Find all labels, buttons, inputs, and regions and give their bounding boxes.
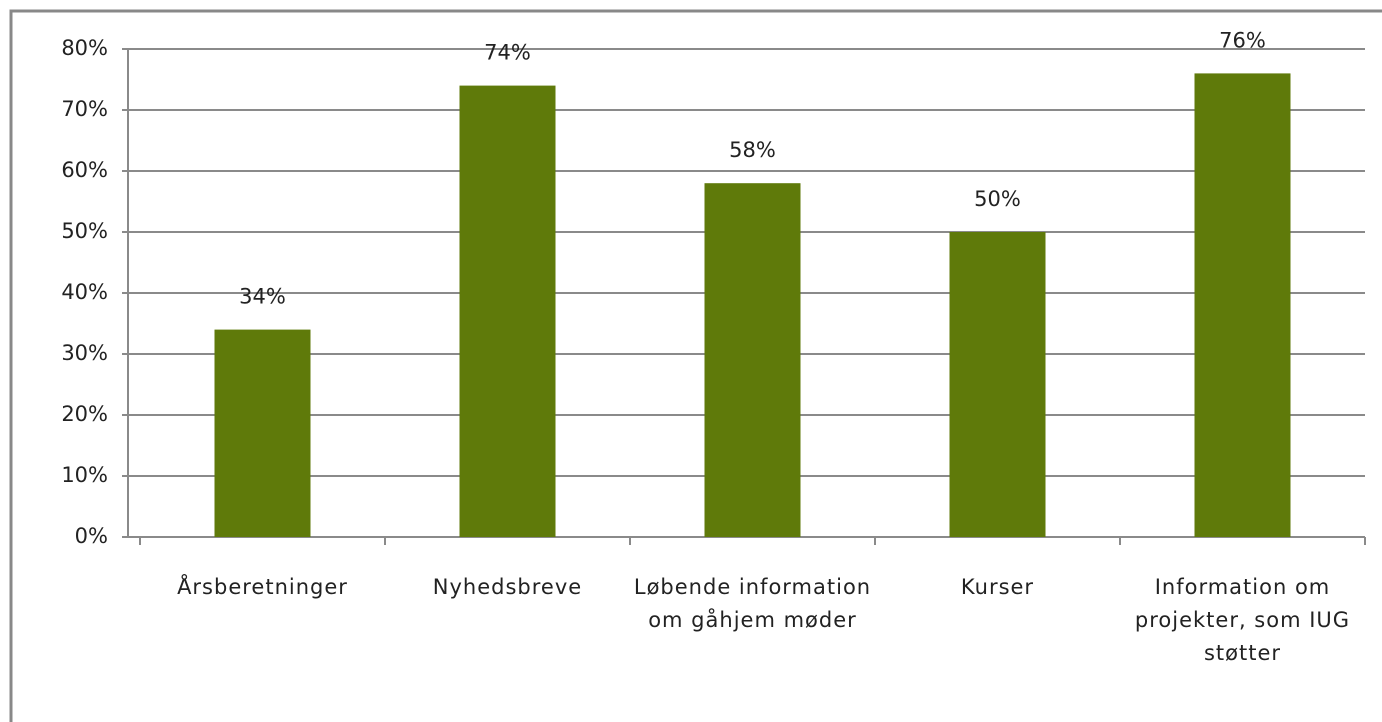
x-tick-label: Kurser (960, 575, 1035, 599)
bar (214, 329, 311, 537)
data-label: 50% (974, 187, 1021, 211)
x-tick-label: Nyhedsbreve (432, 575, 583, 599)
y-tick-label: 30% (61, 341, 108, 365)
y-tick-label: 60% (61, 158, 108, 182)
y-tick-label: 40% (61, 280, 108, 304)
data-label: 58% (729, 138, 776, 162)
y-tick-label: 20% (61, 402, 108, 426)
data-label: 34% (239, 285, 286, 309)
x-tick-label: Årsberetninger (177, 575, 348, 599)
y-tick-label: 70% (61, 97, 108, 121)
bar (1194, 73, 1291, 538)
bar (949, 232, 1046, 537)
frame (9, 9, 1382, 722)
x-tick-label: Løbende information om gåhjem møder (633, 575, 872, 632)
y-tick-label: 80% (61, 36, 108, 60)
data-label: 74% (484, 41, 531, 65)
y-tick-label: 10% (61, 463, 108, 487)
data-label: 76% (1219, 28, 1266, 52)
y-tick-label: 0% (75, 524, 108, 548)
bar (704, 183, 801, 537)
y-tick-label: 50% (61, 219, 108, 243)
bar (459, 85, 556, 537)
x-tick-label: Information om projekter, som IUG støtte… (1134, 575, 1351, 665)
